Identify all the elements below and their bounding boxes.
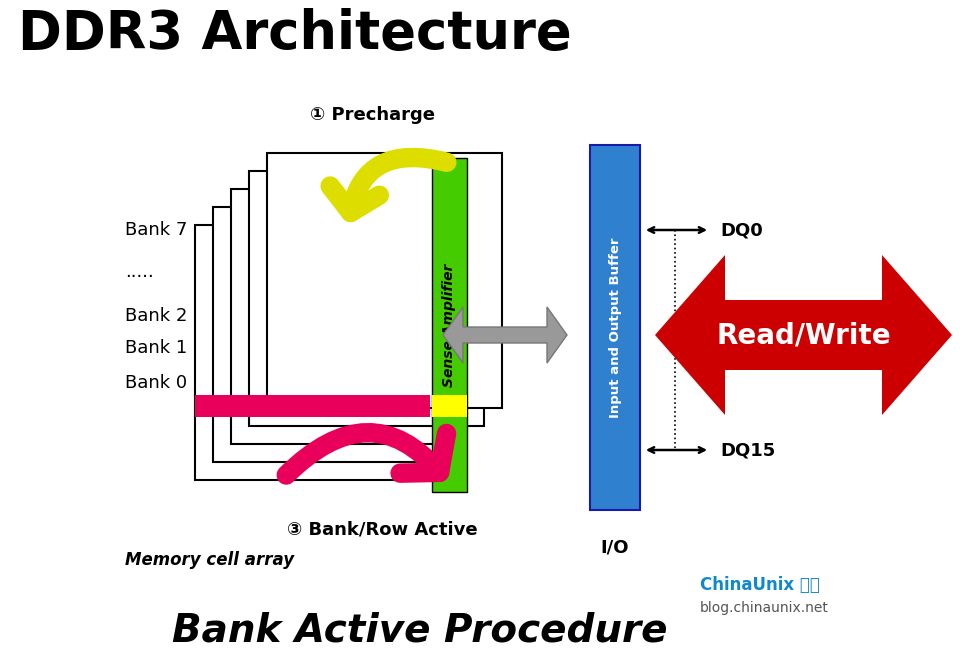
Text: DDR3 Architecture: DDR3 Architecture (18, 8, 571, 60)
Bar (195, 225, 430, 480)
Text: blog.chinaunix.net: blog.chinaunix.net (700, 601, 829, 615)
Bar (249, 171, 484, 426)
Text: ① Precharge: ① Precharge (310, 106, 435, 124)
Text: DQ15: DQ15 (720, 441, 775, 459)
Text: Read/Write: Read/Write (716, 321, 891, 349)
Text: Memory cell array: Memory cell array (125, 551, 294, 569)
Text: Sense Amplifier: Sense Amplifier (443, 263, 456, 386)
Bar (231, 189, 466, 444)
Text: ChinaUnix 博客: ChinaUnix 博客 (700, 576, 820, 594)
Text: Bank 2: Bank 2 (125, 307, 187, 325)
Text: http://blog.csdn.net/njuit: http://blog.csdn.net/njuit (297, 384, 453, 396)
Bar (195, 395, 430, 417)
Text: Row: Row (195, 397, 232, 415)
Text: .....: ..... (125, 263, 153, 281)
Polygon shape (443, 307, 567, 363)
Polygon shape (655, 255, 952, 415)
Text: Bank 7: Bank 7 (125, 221, 187, 239)
Text: ③ Read/Write: ③ Read/Write (463, 209, 477, 302)
Text: ③ Bank/Row Active: ③ Bank/Row Active (287, 521, 478, 539)
Text: DQ0: DQ0 (720, 221, 762, 239)
Text: Bank 1: Bank 1 (125, 339, 187, 357)
Text: Bank Active Procedure: Bank Active Procedure (172, 611, 668, 649)
Bar (590, 145, 640, 510)
Text: Input and Output Buffer: Input and Output Buffer (609, 237, 621, 418)
Bar (432, 395, 467, 417)
Bar (213, 207, 448, 462)
FancyArrowPatch shape (330, 157, 447, 213)
Bar (267, 153, 502, 408)
Text: Bank 0: Bank 0 (125, 374, 187, 392)
Bar (432, 158, 467, 492)
Text: I/O: I/O (601, 538, 629, 556)
FancyArrowPatch shape (287, 433, 447, 475)
